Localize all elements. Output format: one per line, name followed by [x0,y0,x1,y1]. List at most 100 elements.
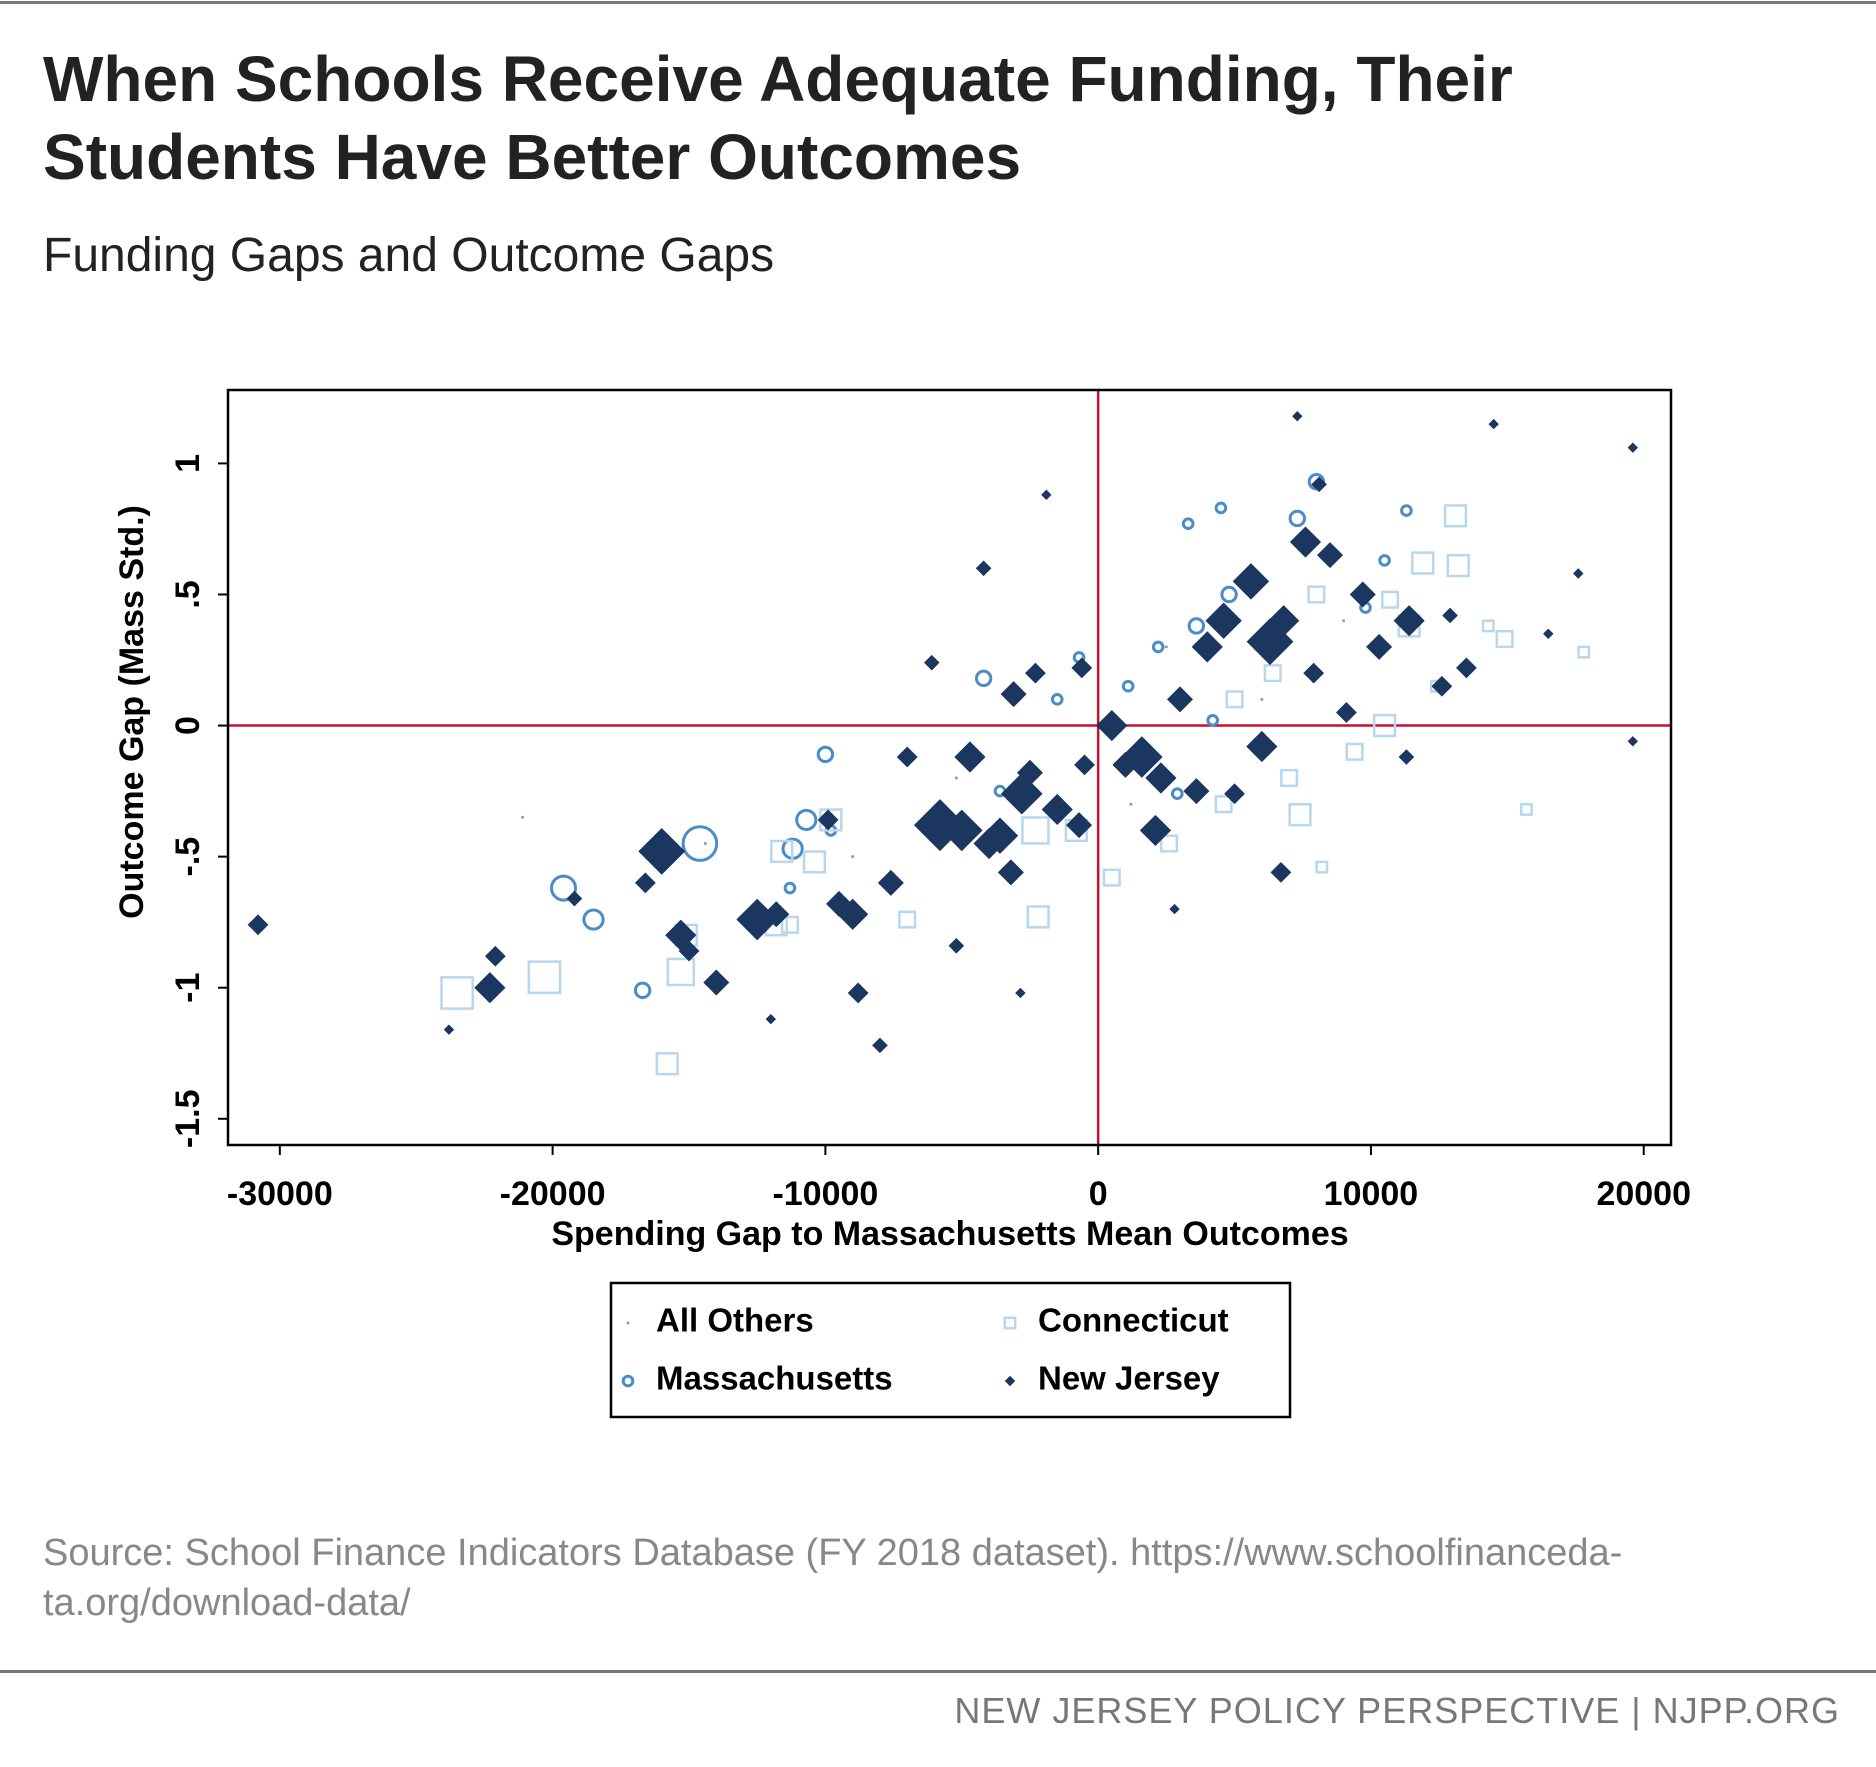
nj-point [247,914,269,936]
ct-point [1307,585,1326,604]
nj-point [1183,778,1210,805]
nj-point [443,1024,455,1035]
nj-point [1000,681,1027,708]
nj-point [981,817,1019,854]
nj-point [1169,903,1180,915]
nj-point [826,890,853,917]
chart-title: When Schools Receive Adequate Funding, T… [43,43,1513,193]
nj-point [1627,736,1639,747]
nj-point [1442,607,1458,624]
ma-point [1206,714,1220,727]
nj-point [736,898,778,941]
ct-point [1214,795,1233,814]
y-tick-label: 0 [169,716,207,735]
ma-point [1378,554,1391,567]
legend-label: All Others [656,1302,814,1339]
nj-point [763,901,790,928]
nj-point [1398,749,1415,765]
source-note: Source: School Finance Indicators Databa… [43,1532,1623,1624]
ct-point [440,976,474,1010]
ct-point [1495,629,1514,649]
legend-marker [1004,1375,1016,1387]
ma-point [633,981,652,1000]
nj-point [1543,628,1554,640]
x-axis-label: Spending Gap to Massachusetts Mean Outco… [551,1215,1348,1253]
nj-point [948,937,965,954]
x-tick-label: -20000 [500,1175,606,1213]
nj-point [1317,542,1344,569]
other-point [1342,619,1346,623]
ct-point [1160,834,1179,853]
ct-point [770,839,794,864]
legend-marker [621,1374,635,1388]
x-tick-label: -30000 [227,1175,333,1213]
nj-point [997,859,1024,886]
other-point [521,815,525,819]
ct-point [1577,645,1591,659]
y-tick-label: -.5 [169,837,207,877]
legend-label: New Jersey [1038,1360,1220,1397]
ct-point [780,915,799,934]
nj-point [1268,605,1300,637]
nj-point [1456,657,1477,679]
ma-point [783,881,797,895]
x-tick-label: 20000 [1596,1175,1691,1213]
nj-point [765,1013,777,1025]
nj-point [1393,605,1425,637]
nj-point [484,945,506,967]
nj-point [896,746,918,768]
bottom-rule [0,1670,1876,1673]
ct-point [1519,802,1533,816]
x-tick-label: -10000 [772,1175,878,1213]
nj-point [954,741,986,773]
ct-point [1411,551,1435,575]
nj-point [1573,568,1584,579]
nj-point [1015,987,1026,999]
other-point [954,776,958,780]
nj-point [1112,751,1139,778]
nj-point [1246,730,1278,763]
ma-point [550,874,578,902]
nj-point [1166,686,1193,713]
ct-point [1288,803,1312,827]
nj-point [1431,675,1453,697]
nj-point [1335,702,1357,723]
nj-point [847,982,869,1004]
ma-point [582,908,605,931]
other-point [703,842,707,846]
nj-point [1270,861,1292,883]
ct-point [1372,713,1397,738]
chart-subtitle: Funding Gaps and Outcome Gaps [43,229,775,282]
ma-point [1151,640,1165,654]
ct-point [1443,504,1468,528]
nj-point [975,560,992,577]
ma-point [1400,504,1413,517]
ct-point [1021,816,1050,845]
legend-label: Massachusetts [656,1360,893,1397]
nj-point [665,919,697,951]
other-point [851,855,855,859]
ma-point [1214,501,1228,515]
ma-point [1220,585,1238,604]
plot-frame [226,388,1673,1147]
y-tick-label: .5 [169,580,207,608]
ct-point [1481,619,1495,633]
nj-point [566,890,583,907]
legend-label: Connecticut [1038,1302,1229,1339]
footer: NEW JERSEY POLICY PERSPECTIVE | NJPP.ORG [954,1690,1840,1731]
ct-point [802,850,827,874]
nj-point [1292,411,1303,422]
ma-point [1288,509,1306,528]
nj-point [973,827,1005,860]
nj-point [1025,662,1046,684]
nj-point [940,809,983,852]
nj-point [1205,602,1242,639]
nj-point [703,969,730,996]
ct-point [1102,868,1121,887]
x-tick-label: 0 [1089,1175,1108,1213]
ct-point [1380,590,1400,609]
top-rule [0,1,1876,4]
ct-point [1263,664,1282,683]
ct-point [527,960,562,995]
